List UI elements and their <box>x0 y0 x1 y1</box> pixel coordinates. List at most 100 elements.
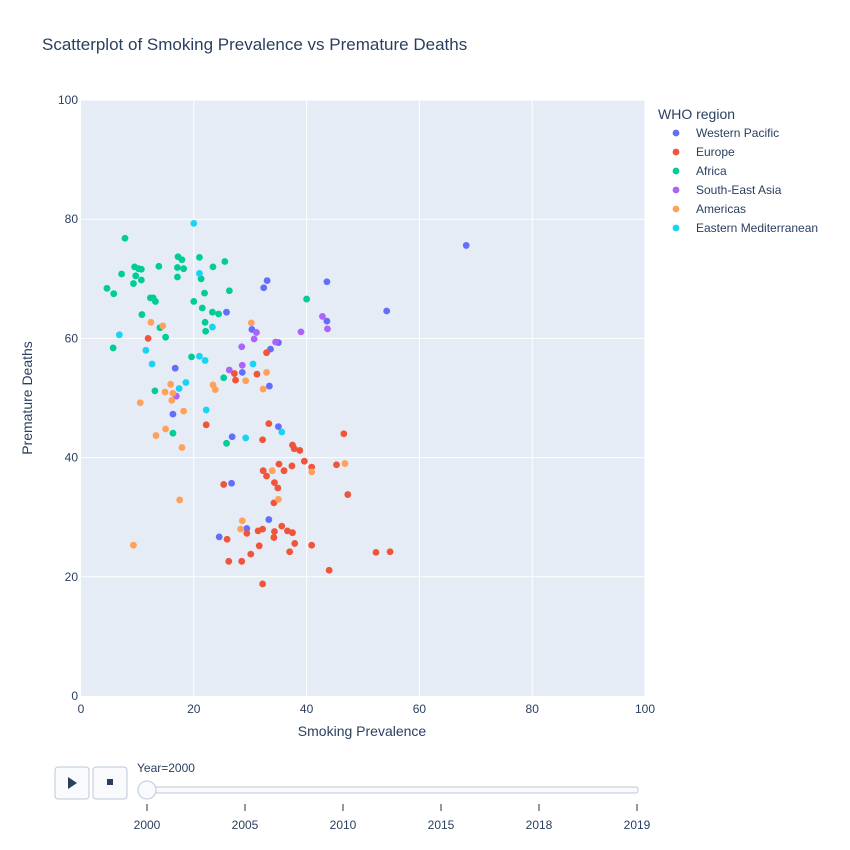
data-point[interactable] <box>209 263 217 271</box>
data-point[interactable] <box>148 360 156 368</box>
data-point[interactable] <box>168 396 176 404</box>
data-point[interactable] <box>250 335 258 343</box>
data-point[interactable] <box>225 366 233 374</box>
data-point[interactable] <box>136 399 144 407</box>
data-point[interactable] <box>115 331 123 339</box>
data-point[interactable] <box>265 382 273 390</box>
data-point[interactable] <box>263 277 271 284</box>
data-point[interactable] <box>228 433 236 441</box>
data-point[interactable] <box>155 262 163 270</box>
data-point[interactable] <box>288 462 296 470</box>
data-point[interactable] <box>291 540 299 547</box>
data-point[interactable] <box>110 290 118 298</box>
data-point[interactable] <box>196 352 203 360</box>
data-point[interactable] <box>109 344 117 352</box>
data-point[interactable] <box>275 423 282 431</box>
data-point[interactable] <box>167 380 175 388</box>
data-point[interactable] <box>333 461 340 469</box>
data-point[interactable] <box>247 319 255 327</box>
data-point[interactable] <box>280 467 288 475</box>
data-point[interactable] <box>237 525 245 533</box>
data-point[interactable] <box>253 329 260 336</box>
data-point[interactable] <box>344 491 352 498</box>
data-point[interactable] <box>130 280 137 287</box>
data-point[interactable] <box>259 467 267 475</box>
data-point[interactable] <box>341 460 349 467</box>
data-point[interactable] <box>190 219 198 227</box>
data-point[interactable] <box>197 275 205 283</box>
data-point[interactable] <box>272 338 279 346</box>
play-button[interactable] <box>54 766 90 800</box>
data-point[interactable] <box>137 276 145 284</box>
data-point[interactable] <box>268 467 276 475</box>
data-point[interactable] <box>202 327 210 335</box>
data-point[interactable] <box>118 270 126 278</box>
data-point[interactable] <box>180 407 188 415</box>
data-point[interactable] <box>175 385 183 392</box>
data-point[interactable] <box>225 287 233 295</box>
data-point[interactable] <box>202 421 210 429</box>
data-point[interactable] <box>238 361 246 369</box>
data-point[interactable] <box>238 368 246 376</box>
data-point[interactable] <box>231 370 238 377</box>
data-point[interactable] <box>202 406 210 414</box>
data-point[interactable] <box>238 517 246 525</box>
slider-tick-label[interactable]: 2015 <box>428 818 455 832</box>
data-point[interactable] <box>238 557 246 565</box>
legend-item[interactable]: Eastern Mediterranean <box>672 221 818 235</box>
data-point[interactable] <box>259 580 267 588</box>
data-point[interactable] <box>228 479 235 487</box>
data-point[interactable] <box>297 328 305 336</box>
data-point[interactable] <box>274 484 282 492</box>
data-point[interactable] <box>103 284 111 292</box>
data-point[interactable] <box>180 265 188 273</box>
data-point[interactable] <box>178 256 186 264</box>
data-point[interactable] <box>300 457 308 465</box>
legend-item[interactable]: Western Pacific <box>672 126 780 140</box>
data-point[interactable] <box>215 310 223 318</box>
data-point[interactable] <box>275 460 283 468</box>
data-point[interactable] <box>303 295 310 303</box>
data-point[interactable] <box>259 436 267 444</box>
slider-tick-label[interactable]: 2000 <box>134 818 161 832</box>
data-point[interactable] <box>162 425 170 433</box>
data-point[interactable] <box>232 376 239 384</box>
data-point[interactable] <box>169 389 177 397</box>
data-point[interactable] <box>209 308 216 316</box>
data-point[interactable] <box>275 495 282 503</box>
legend-item[interactable]: Africa <box>672 164 727 178</box>
data-point[interactable] <box>152 432 160 439</box>
data-point[interactable] <box>308 463 316 471</box>
legend-item[interactable]: Americas <box>672 202 746 216</box>
data-point[interactable] <box>323 278 331 286</box>
data-point[interactable] <box>182 379 190 386</box>
data-point[interactable] <box>196 270 203 277</box>
legend-item[interactable]: South-East Asia <box>672 183 782 197</box>
data-point[interactable] <box>130 541 137 549</box>
slider-tick-label[interactable]: 2019 <box>624 818 651 832</box>
legend-item[interactable]: Europe <box>672 145 735 159</box>
slider-handle[interactable] <box>137 780 157 800</box>
data-point[interactable] <box>324 325 331 333</box>
data-point[interactable] <box>221 258 229 265</box>
data-point[interactable] <box>201 289 208 297</box>
data-point[interactable] <box>151 387 159 395</box>
data-point[interactable] <box>174 273 181 281</box>
data-point[interactable] <box>220 481 228 488</box>
data-point[interactable] <box>169 410 177 418</box>
data-point[interactable] <box>255 542 263 550</box>
slider-tick-label[interactable]: 2018 <box>526 818 553 832</box>
slider-tick-label[interactable]: 2010 <box>330 818 357 832</box>
data-point[interactable] <box>308 468 316 476</box>
data-point[interactable] <box>190 298 198 305</box>
data-point[interactable] <box>169 429 177 437</box>
data-point[interactable] <box>386 548 394 556</box>
data-point[interactable] <box>318 312 326 320</box>
data-point[interactable] <box>372 548 380 556</box>
data-point[interactable] <box>296 447 304 454</box>
data-point[interactable] <box>174 264 181 271</box>
data-point[interactable] <box>215 533 223 541</box>
data-point[interactable] <box>308 541 316 549</box>
data-point[interactable] <box>196 253 203 261</box>
data-point[interactable] <box>323 317 331 325</box>
